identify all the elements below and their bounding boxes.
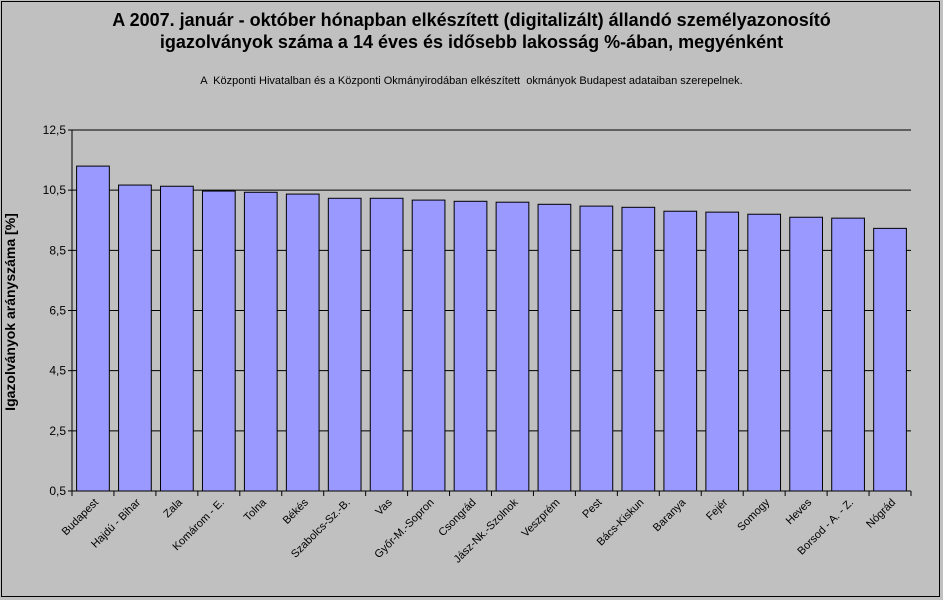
bar: [537, 203, 572, 492]
y-tick-label: 8,5: [49, 243, 66, 257]
x-tick-label: Nógrád: [864, 497, 898, 531]
x-tick-label: Vas: [373, 496, 395, 518]
bar: [789, 216, 823, 492]
x-tick-label: Veszprém: [519, 497, 562, 540]
bar: [495, 201, 530, 492]
bar: [327, 197, 362, 492]
y-tick-label: 12,5: [43, 123, 67, 137]
chart-title: A 2007. január - október hónapban elkész…: [2, 9, 941, 53]
bar: [411, 199, 446, 492]
y-tick-label: 4,5: [49, 364, 66, 378]
bar: [76, 165, 110, 492]
x-tick-label: Tolna: [242, 496, 270, 524]
x-tick-label: Pest: [580, 497, 604, 521]
bar: [705, 211, 740, 492]
bar: [663, 210, 698, 492]
x-tick-label: Békés: [281, 496, 311, 526]
bar: [621, 206, 656, 492]
x-tick-label: Budapest: [60, 497, 101, 538]
bar: [369, 197, 404, 492]
bar: [453, 200, 488, 492]
bar: [201, 190, 236, 492]
chart-subtitle: A Központi Hivatalban és a Központi Okmá…: [200, 75, 743, 87]
y-tick-label: 0,5: [49, 484, 66, 498]
bar: [747, 213, 782, 492]
bar: [118, 184, 152, 492]
x-tick-label: Baranya: [651, 496, 689, 534]
x-tick-label: Heves: [784, 496, 815, 527]
x-tick-label: Zala: [161, 496, 185, 520]
bar: [285, 193, 320, 492]
chart-title-line-1: A 2007. január - október hónapban elkész…: [112, 10, 831, 30]
bar: [579, 205, 614, 492]
bar: [160, 185, 194, 492]
chart-title-line-2: igazolványok száma a 14 éves és idősebb …: [159, 32, 784, 52]
bar: [243, 191, 278, 492]
x-tick-label: Somogy: [735, 496, 772, 533]
bar: [873, 227, 907, 492]
y-tick-label: 10,5: [43, 183, 67, 197]
x-tick-label: Csongrád: [436, 497, 478, 539]
x-tick-label: Fejér: [704, 496, 730, 522]
y-tick-label: 6,5: [49, 304, 66, 318]
y-tick-label: 2,5: [49, 424, 66, 438]
bar: [831, 217, 865, 492]
